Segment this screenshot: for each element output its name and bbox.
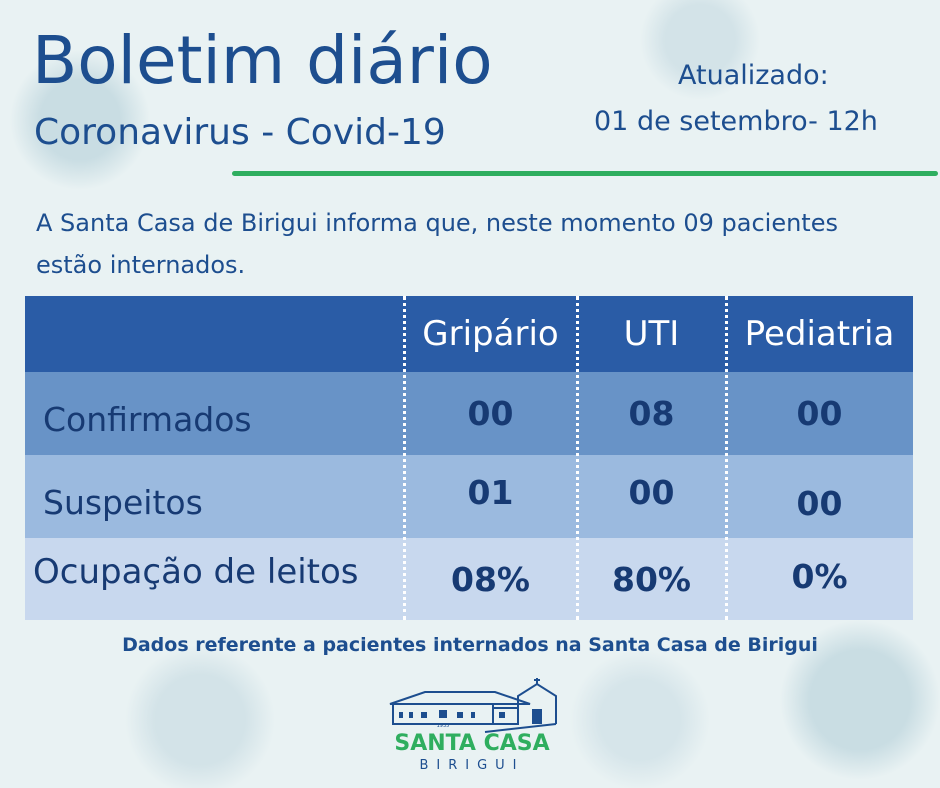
col-pediatria: Pediatria: [744, 314, 895, 354]
cell: 01: [467, 473, 514, 512]
hospital-building-icon: 1935 SANTA CASA BIRIGUI: [389, 678, 557, 773]
logo-city: BIRIGUI: [419, 758, 524, 773]
santa-casa-logo: 1935 SANTA CASA BIRIGUI: [385, 676, 560, 776]
cell: 00: [796, 394, 843, 433]
col-gripario: Gripário: [422, 314, 559, 354]
intro-text: A Santa Casa de Birigui informa que, nes…: [36, 209, 838, 279]
cell: 00: [467, 394, 514, 433]
subtitle: Coronavirus - Covid-19: [34, 112, 446, 153]
row-label: Confirmados: [43, 400, 252, 439]
cell: 08: [628, 394, 675, 433]
table-header: Gripário UTI Pediatria: [25, 296, 913, 372]
column-divider: [576, 296, 579, 620]
logo-name: SANTA CASA: [394, 731, 549, 756]
cell: 80%: [612, 559, 691, 599]
status-table: Gripário UTI Pediatria Confirmados 00 08…: [25, 296, 913, 620]
column-divider: [725, 296, 728, 620]
cell: 00: [628, 473, 675, 512]
divider: [232, 171, 938, 176]
cell: 0%: [791, 556, 848, 596]
title: Boletim diário: [32, 22, 493, 99]
table-row: Confirmados 00 08 00: [25, 372, 913, 455]
col-uti: UTI: [623, 314, 680, 354]
table-row: Suspeitos 01 00 00: [25, 455, 913, 538]
footer-note: Dados referente a pacientes internados n…: [122, 634, 818, 656]
logo-year: 1935: [437, 723, 450, 729]
cell: 00: [796, 484, 843, 523]
column-divider: [403, 296, 406, 620]
updated-label: Atualizado:: [678, 60, 829, 91]
table-row: Ocupação de leitos 08% 80% 0%: [25, 538, 913, 620]
updated-value: 01 de setembro- 12h: [594, 106, 878, 137]
row-label: Ocupação de leitos: [33, 552, 359, 592]
row-label: Suspeitos: [43, 483, 203, 522]
cell: 08%: [451, 559, 530, 599]
